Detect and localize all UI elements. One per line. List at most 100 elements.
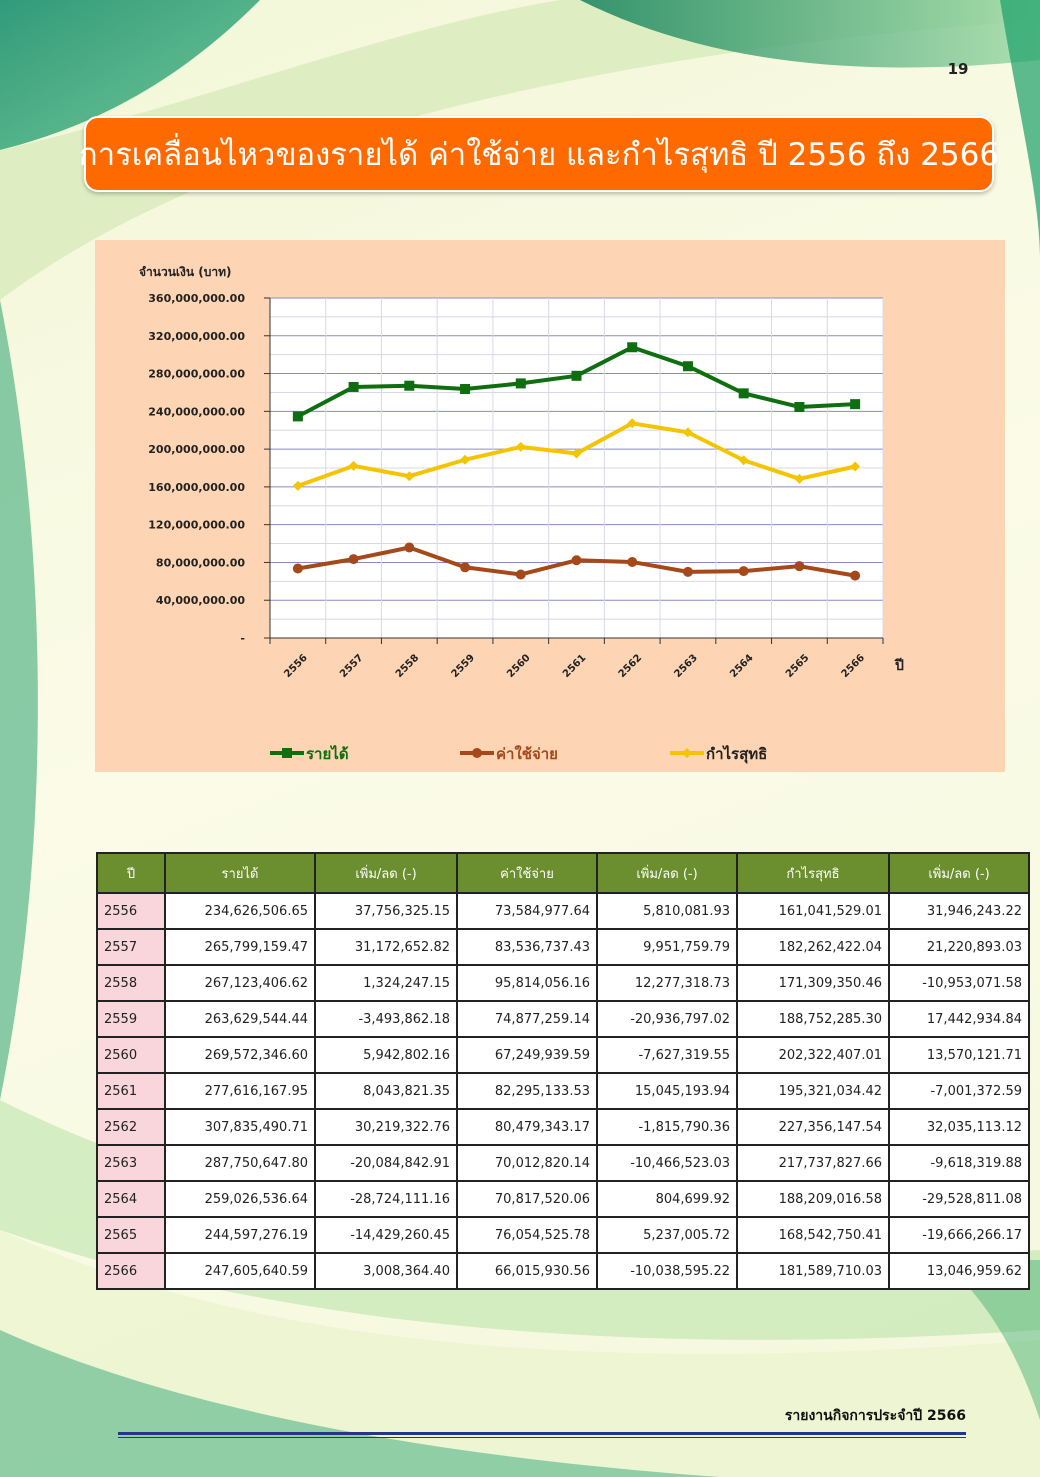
value-cell: 70,012,820.14 [456,1144,598,1182]
data-point [404,542,415,553]
value-cell: -10,466,523.03 [596,1144,738,1182]
footer-rule [118,1432,966,1435]
line-chart: จำนวนเงิน (บาท) ปี - 40,000,000.00 80,000,… [139,265,904,764]
value-cell: 265,799,159.47 [164,928,316,966]
x-tick-label: 2563 [672,652,699,679]
data-point [515,569,526,580]
data-point [460,562,471,573]
value-cell: 217,737,827.66 [736,1144,890,1182]
value-cell: 73,584,977.64 [456,892,598,930]
value-cell: 31,172,652.82 [314,928,458,966]
y-tick-label: 80,000,000.00 [156,556,245,569]
value-cell: 287,750,647.80 [164,1144,316,1182]
value-cell: 269,572,346.60 [164,1036,316,1074]
data-point [738,455,749,466]
value-cell: 70,817,520.06 [456,1180,598,1218]
y-tick-label: - [240,632,245,645]
x-tick-label: 2557 [338,652,365,679]
data-point [472,748,482,758]
year-cell: 2557 [96,928,166,966]
x-tick-label: 2565 [784,652,811,679]
value-cell: 267,123,406.62 [164,964,316,1002]
y-tick-label: 280,000,000.00 [148,368,245,381]
value-cell: 5,942,802.16 [314,1036,458,1074]
column-header: รายได้ [164,852,316,894]
data-point [682,748,692,758]
value-cell: 76,054,525.78 [456,1216,598,1254]
legend-label: รายได้ [306,744,349,763]
x-axis-label: ปี [894,658,904,674]
data-point [460,454,471,465]
data-point [348,381,359,392]
grid [270,297,884,638]
value-cell: 168,542,750.41 [736,1216,890,1254]
series-1 [292,542,861,581]
data-point [515,378,526,389]
year-cell: 2560 [96,1036,166,1074]
y-tick-label: 40,000,000.00 [156,594,245,607]
value-cell: -20,084,842.91 [314,1144,458,1182]
value-cell: 202,322,407.01 [736,1036,890,1074]
column-header: ค่าใช้จ่าย [456,852,598,894]
chart-panel: จำนวนเงิน (บาท) ปี - 40,000,000.00 80,000,… [95,240,1005,772]
value-cell: 195,321,034.42 [736,1072,890,1110]
year-cell: 2559 [96,1000,166,1038]
series-2 [292,418,861,491]
value-cell: -7,001,372.59 [888,1072,1030,1110]
value-cell: 95,814,056.16 [456,964,598,1002]
x-tick-label: 2562 [617,652,644,679]
value-cell: 259,026,536.64 [164,1180,316,1218]
value-cell: -9,618,319.88 [888,1144,1030,1182]
data-point [460,384,471,395]
data-point [292,480,303,491]
value-cell: 12,277,318.73 [596,964,738,1002]
table-row: 2561 277,616,167.95 8,043,821.35 82,295,133… [96,1072,1030,1110]
data-point [571,370,582,381]
table-row: 2560 269,572,346.60 5,942,802.16 67,249,939… [96,1036,1030,1074]
value-cell: 13,046,959.62 [888,1252,1030,1290]
x-tick-label: 2560 [505,652,532,679]
table-row: 2558 267,123,406.62 1,324,247.15 95,814,056… [96,964,1030,1002]
data-point [850,461,861,472]
data-point [292,411,303,422]
table-row: 2556 234,626,506.65 37,756,325.15 73,584,97… [96,892,1030,930]
page-number: 19 [947,60,969,78]
data-point [682,427,693,438]
value-cell: 182,262,422.04 [736,928,890,966]
legend-item: รายได้ [270,744,349,763]
value-cell: 37,756,325.15 [314,892,458,930]
data-point [404,471,415,482]
value-cell: -3,493,862.18 [314,1000,458,1038]
value-cell: -28,724,111.16 [314,1180,458,1218]
value-cell: -20,936,797.02 [596,1000,738,1038]
y-tick-label: 120,000,000.00 [148,519,245,532]
value-cell: -1,815,790.36 [596,1108,738,1146]
value-cell: 31,946,243.22 [888,892,1030,930]
series-0 [292,342,861,422]
data-point [682,361,693,372]
data-point [627,342,638,353]
x-tick-label: 2561 [561,652,588,679]
value-cell: 30,219,322.76 [314,1108,458,1146]
data-point [571,555,582,566]
data-point [404,380,415,391]
table-row: 2562 307,835,490.71 30,219,322.76 80,479,34… [96,1108,1030,1146]
value-cell: 80,479,343.17 [456,1108,598,1146]
value-cell: 74,877,259.14 [456,1000,598,1038]
data-point [282,748,292,758]
y-tick-label: 160,000,000.00 [148,481,245,494]
column-header: เพิ่ม/ลด (-) [596,852,738,894]
y-tick-label: 240,000,000.00 [148,405,245,418]
value-cell: 15,045,193.94 [596,1072,738,1110]
financial-table-wrapper: ปี รายได้ เพิ่ม/ลด (-) ค่าใช้จ่าย เพิ่ม/ลด (… [96,852,1030,1290]
value-cell: 67,249,939.59 [456,1036,598,1074]
value-cell: 307,835,490.71 [164,1108,316,1146]
year-cell: 2562 [96,1108,166,1146]
value-cell: 13,570,121.71 [888,1036,1030,1074]
table-row: 2564 259,026,536.64 -28,724,111.16 70,817,5… [96,1180,1030,1218]
y-tick-label: 200,000,000.00 [148,443,245,456]
value-cell: 17,442,934.84 [888,1000,1030,1038]
value-cell: -19,666,266.17 [888,1216,1030,1254]
value-cell: 171,309,350.46 [736,964,890,1002]
value-cell: -10,953,071.58 [888,964,1030,1002]
